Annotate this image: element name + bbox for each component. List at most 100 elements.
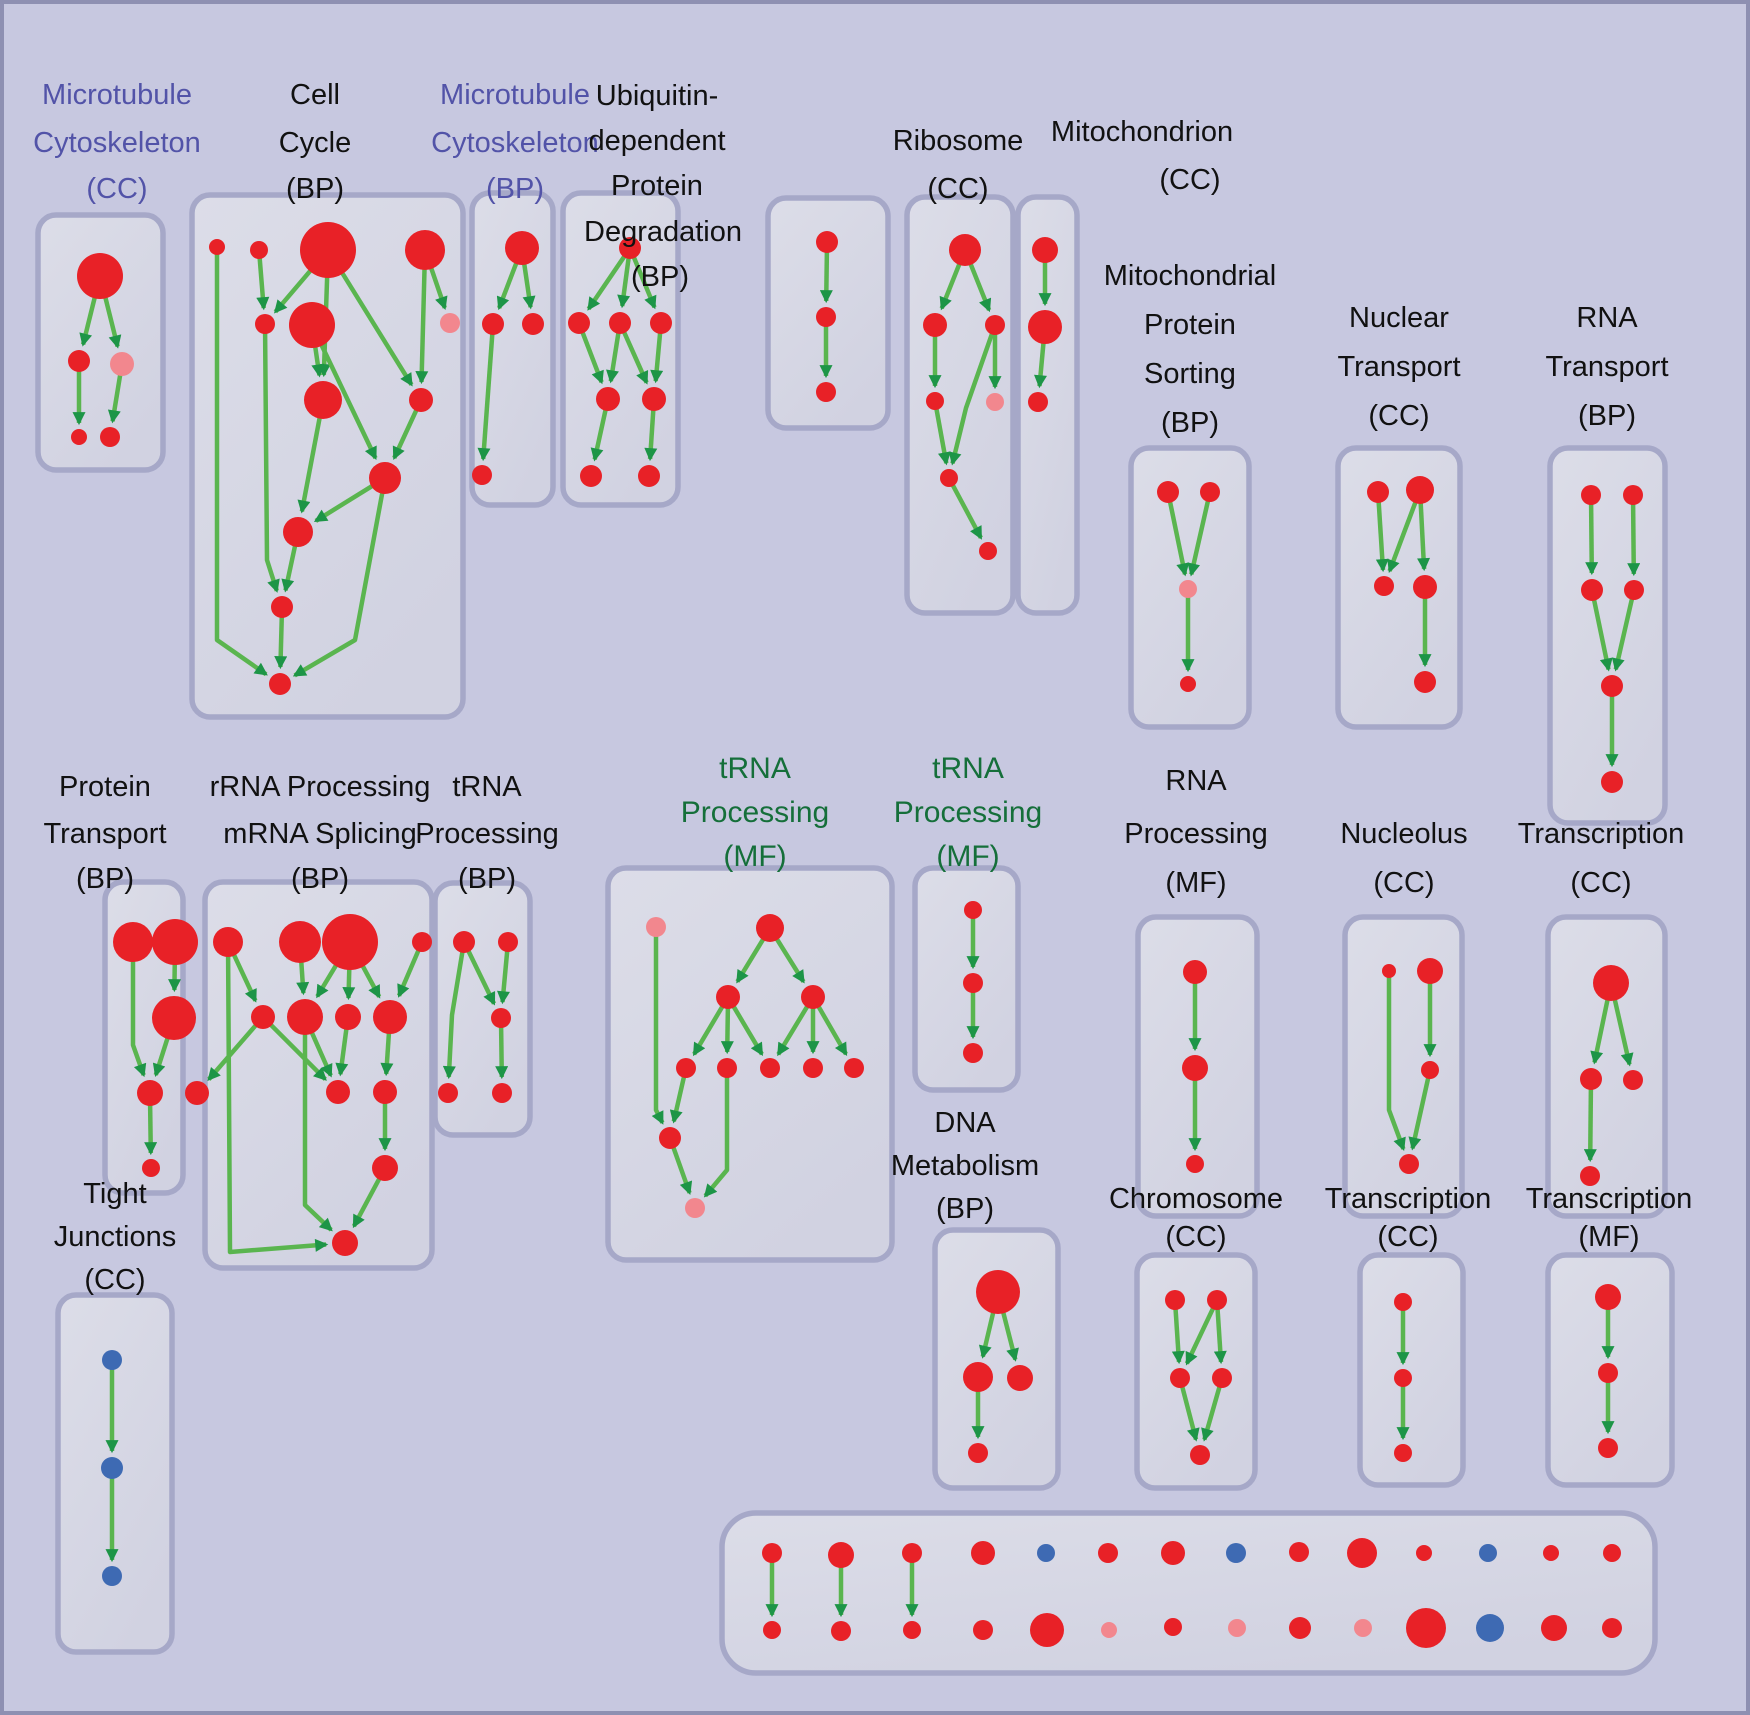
edge-arrow — [590, 407, 609, 462]
cluster-label: Transport — [1545, 351, 1668, 383]
edge-arrow — [579, 330, 604, 385]
edge-arrow — [308, 1029, 333, 1078]
edge-arrow — [1627, 502, 1641, 577]
go-term-node — [568, 312, 590, 334]
go-term-node — [1183, 960, 1207, 984]
go-term-node — [255, 314, 275, 334]
go-term-node — [453, 931, 475, 953]
go-term-node — [1416, 1545, 1432, 1561]
go-term-node — [1479, 1544, 1497, 1562]
cluster-label: Processing — [415, 818, 558, 850]
go-term-node — [964, 901, 982, 919]
go-term-node — [1593, 965, 1629, 1001]
edge-arrow — [351, 1176, 383, 1229]
go-term-node — [923, 313, 947, 337]
cluster-label: (BP) — [631, 261, 689, 293]
go-term-node — [1601, 771, 1623, 793]
go-term-node — [300, 222, 356, 278]
go-term-node — [1289, 1542, 1309, 1562]
go-term-node — [760, 1058, 780, 1078]
cluster-nodes-ubiquitin-degradation-bp — [568, 237, 672, 487]
go-term-node — [1165, 1290, 1185, 1310]
cluster-label: Mitochondrion — [1051, 116, 1233, 148]
go-term-node — [1623, 485, 1643, 505]
cluster-rrna-processing-mrna-splicing-bp: rRNA Processing mRNA Splicing (BP) — [185, 771, 435, 1271]
go-term-node — [251, 1005, 275, 1029]
go-term-node — [986, 393, 1004, 411]
edge-arrow — [1408, 1076, 1431, 1151]
go-term-node — [269, 673, 291, 695]
cluster-label: RNA — [1165, 765, 1227, 797]
cluster-edges-nuclear-transport-cc — [1375, 499, 1432, 668]
edge-arrow — [939, 261, 963, 311]
cluster-label: (CC) — [1377, 1221, 1438, 1253]
go-term-node — [113, 922, 153, 962]
go-term-node — [1186, 1155, 1204, 1173]
cluster-box-ubiquitin-degradation-bp — [560, 190, 681, 508]
cluster-label: (BP) — [291, 863, 349, 895]
cluster-label: (MF) — [723, 840, 786, 873]
cluster-label: RNA — [1576, 302, 1638, 334]
go-term-node — [101, 1457, 123, 1479]
cluster-label: (BP) — [1578, 400, 1636, 432]
cluster-label: Cytoskeleton — [33, 127, 201, 159]
go-term-node — [1580, 1166, 1600, 1186]
go-term-node — [1413, 575, 1437, 599]
go-term-node — [152, 919, 198, 965]
cluster-edges-trna-processing-mf-1 — [651, 935, 848, 1198]
cluster-edges-transcription-cc-mid — [1583, 996, 1634, 1163]
go-term-node — [332, 1230, 358, 1256]
edge-arrow — [1417, 501, 1431, 572]
edge-arrow — [342, 964, 356, 1001]
go-term-node — [1190, 1445, 1210, 1465]
cluster-label: Cell — [290, 79, 340, 111]
edge-arrow — [1583, 1087, 1597, 1163]
edge-arrow — [317, 340, 378, 461]
go-term-node — [1212, 1368, 1232, 1388]
cluster-chromosome-cc: Chromosome (CC) — [1109, 1183, 1283, 1491]
edge-arrow — [335, 1027, 349, 1077]
go-term-node — [949, 234, 981, 266]
go-term-node — [68, 350, 90, 372]
go-term-node — [1603, 1544, 1621, 1562]
go-term-node — [1207, 1290, 1227, 1310]
edge-arrow — [703, 1076, 730, 1198]
edge-arrow — [262, 331, 280, 593]
edge-arrow — [1375, 500, 1389, 573]
go-term-node — [1161, 1541, 1185, 1565]
go-term-node — [1421, 1061, 1439, 1079]
go-term-node — [976, 1270, 1020, 1314]
cluster-label: Processing — [1124, 818, 1267, 850]
go-term-node — [963, 1362, 993, 1392]
cluster-label: (CC) — [1570, 867, 1631, 899]
cluster-protein-transport-bp: Protein Transport (BP) — [43, 771, 198, 1196]
go-term-node — [110, 352, 134, 376]
edge-arrow — [311, 342, 325, 378]
go-term-node — [250, 241, 268, 259]
edge-arrow — [644, 408, 658, 462]
cluster-label: (BP) — [286, 173, 344, 205]
go-term-node — [102, 1566, 122, 1586]
edge-arrow — [1000, 1308, 1019, 1362]
go-term-node — [1541, 1615, 1567, 1641]
cluster-box-transcription-cc-low — [1357, 1252, 1466, 1488]
edge-arrow — [315, 960, 341, 999]
edge-arrow — [231, 951, 258, 1003]
edge-arrow — [1585, 502, 1599, 576]
go-term-node — [1007, 1365, 1033, 1391]
cluster-cell-cycle-bp: Cell Cycle (BP) — [189, 79, 466, 720]
go-term-node — [1028, 310, 1062, 344]
go-term-node — [279, 921, 321, 963]
cluster-label: (MF) — [936, 840, 999, 873]
go-term-node — [1414, 671, 1436, 693]
cluster-dna-metabolism-bp: DNA Metabolism (BP) — [891, 1107, 1061, 1491]
edge-arrow — [1167, 500, 1190, 577]
edge-arrow — [496, 259, 520, 311]
cluster-edges-protein-transport-bp — [130, 958, 182, 1156]
go-term-node — [369, 462, 401, 494]
edge-arrow — [692, 1004, 726, 1057]
go-term-node — [409, 388, 433, 412]
cluster-label: Degradation — [584, 216, 742, 248]
go-term-node — [1417, 958, 1443, 984]
